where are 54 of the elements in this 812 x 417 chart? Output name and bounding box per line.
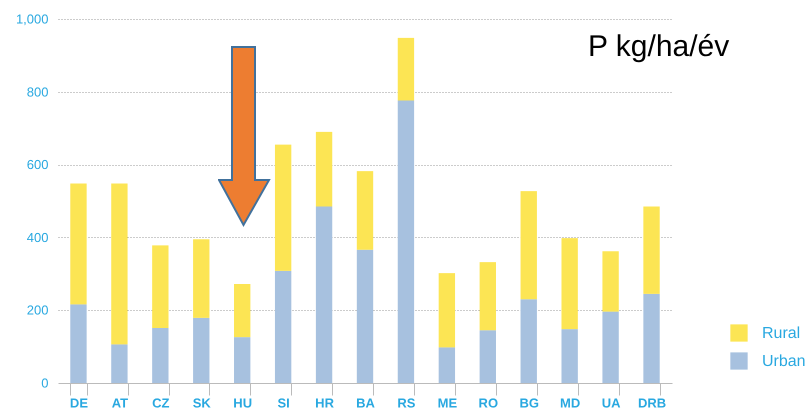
bar: [520, 191, 537, 300]
y-tick-label: 600: [26, 157, 48, 172]
x-tick-label: DE: [70, 396, 88, 410]
x-tick-label: SI: [277, 396, 290, 410]
bar: [602, 312, 619, 383]
bar: [152, 328, 169, 383]
bar: [70, 184, 87, 304]
bar: [356, 171, 374, 250]
bar: [274, 144, 292, 271]
x-tick-label: HU: [233, 396, 252, 410]
x-tick-label: SK: [192, 396, 212, 410]
bar: [234, 337, 250, 383]
bar: [111, 184, 128, 344]
bar: [561, 329, 578, 383]
annotation: P kg/ha/év: [588, 30, 730, 64]
x-tick-label: MD: [560, 396, 580, 410]
x-tick-label: ME: [438, 396, 458, 410]
bar: [274, 270, 292, 383]
bar: [70, 304, 87, 383]
x-tick-label: UA: [602, 396, 622, 410]
bar: [643, 206, 660, 294]
legend-label: Urban: [762, 353, 806, 370]
x-tick-label: CZ: [152, 396, 170, 410]
bar: [602, 251, 619, 312]
x-tick-label: BG: [519, 396, 539, 410]
x-tick-label: RO: [478, 396, 498, 410]
x-tick-label: RS: [397, 396, 416, 410]
y-tick-label: 0: [41, 376, 48, 390]
y-tick-label: 200: [26, 302, 48, 318]
bar: [152, 245, 169, 328]
y-tick-label: 400: [26, 230, 48, 245]
bar: [438, 273, 456, 348]
bar: [398, 100, 414, 383]
bar: [520, 299, 537, 383]
legend-label: Rural: [762, 325, 800, 342]
x-tick-label: AT: [112, 396, 128, 410]
bar: [480, 262, 496, 330]
bar: [480, 330, 496, 383]
x-tick-label: BA: [356, 396, 376, 410]
bar: [561, 238, 578, 330]
x-tick-label: DRB: [638, 396, 666, 410]
y-tick-label: 1,000: [16, 12, 48, 26]
bar: [643, 294, 660, 383]
x-tick-label: HR: [315, 396, 335, 410]
bar: [438, 347, 456, 383]
bar: [234, 284, 250, 338]
bar: [111, 344, 128, 383]
bar: [316, 132, 332, 206]
bar: [193, 239, 210, 318]
y-tick-label: 800: [26, 84, 48, 100]
bar: [193, 318, 210, 383]
bar: [356, 250, 374, 383]
bar: [316, 206, 332, 383]
bar: [398, 38, 414, 101]
